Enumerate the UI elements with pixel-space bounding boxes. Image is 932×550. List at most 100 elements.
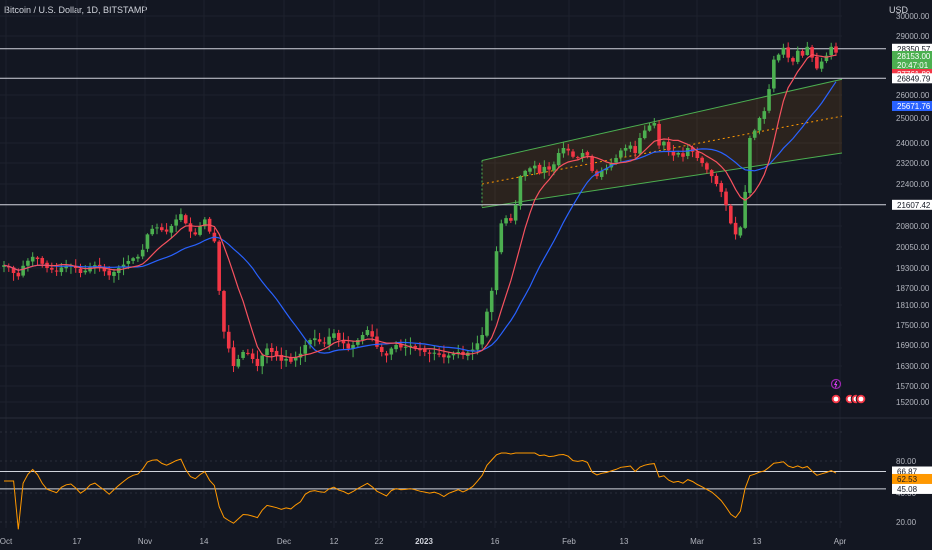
- candle-body: [700, 157, 704, 163]
- price-tag-bg: [892, 73, 932, 84]
- candle-body: [360, 335, 365, 341]
- osc-tag-label: 66.87: [897, 468, 918, 477]
- candle-body: [537, 164, 542, 174]
- candle-body: [475, 343, 480, 350]
- candle-body: [222, 291, 226, 332]
- time-tick-label: Feb: [562, 537, 576, 546]
- candle-body: [317, 339, 322, 342]
- candle-body: [11, 267, 16, 273]
- candle-body: [719, 183, 724, 192]
- price-tag-label: 28153.00: [897, 52, 931, 61]
- candle-body: [341, 340, 346, 344]
- candle-body: [647, 125, 652, 131]
- price-tick-label: 24000.00: [896, 139, 930, 148]
- candle-body: [145, 234, 150, 249]
- candle-body: [313, 338, 317, 341]
- price-tick-label: 26000.00: [896, 91, 930, 100]
- candle-body: [575, 157, 580, 159]
- grid-lines: [0, 0, 842, 528]
- price-tags: 28350.5728153.0020:47:0127761.8026849.79…: [892, 43, 932, 210]
- time-tick-label: 2023: [415, 537, 433, 546]
- candle-body: [322, 342, 327, 344]
- candle-body: [623, 148, 628, 151]
- candle-body: [303, 345, 308, 354]
- candle-body: [293, 357, 298, 361]
- candle-body: [131, 258, 135, 261]
- candle-body: [35, 257, 40, 260]
- candle-body: [403, 346, 408, 348]
- channel-fill: [482, 79, 842, 208]
- candle-body: [614, 158, 618, 163]
- ma-fast-line: [3, 54, 837, 359]
- candle-body: [384, 353, 389, 356]
- candle-body: [40, 257, 45, 264]
- candle-body: [289, 358, 293, 362]
- price-tick-label: 25000.00: [896, 114, 930, 123]
- candle-body: [389, 348, 394, 355]
- candle-body: [150, 228, 155, 235]
- price-tag-label: 28350.57: [897, 45, 931, 54]
- candle-body: [676, 153, 681, 155]
- price-tag-label: 21607.42: [897, 201, 931, 210]
- candle-body: [547, 166, 551, 170]
- price-tick-label: 20800.00: [896, 222, 930, 231]
- candle-body: [193, 232, 198, 235]
- channel-lower: [481, 152, 843, 209]
- candle-body: [532, 165, 537, 169]
- candle-body: [136, 256, 140, 259]
- price-tick-label: 22400.00: [896, 180, 930, 189]
- osc-tick-label: 80.00: [896, 457, 917, 466]
- time-tick-label: 16: [491, 537, 500, 546]
- candle-body: [513, 205, 518, 221]
- candle-body: [164, 229, 169, 232]
- candle-body: [805, 46, 810, 56]
- candle-body: [26, 260, 30, 266]
- osc-tag-label: 62.53: [897, 475, 918, 484]
- price-tick-label: 19300.00: [896, 264, 930, 273]
- rsi-line: [4, 452, 837, 530]
- price-tick-label: 16900.00: [896, 341, 930, 350]
- osc-tag-label: 45.08: [897, 485, 918, 494]
- candle-body: [662, 141, 666, 146]
- candle-body: [499, 223, 504, 253]
- channel-upper: [481, 78, 843, 161]
- candle-body: [638, 138, 642, 154]
- time-tick-label: 14: [200, 537, 209, 546]
- price-tick-label: 18700.00: [896, 284, 930, 293]
- candles: [2, 41, 838, 375]
- candle-body: [709, 170, 714, 177]
- price-tick-label: 18100.00: [896, 301, 930, 310]
- candle-body: [738, 227, 743, 236]
- candle-body: [30, 256, 35, 262]
- price-tick-label: 30000.00: [896, 12, 930, 21]
- candle-body: [757, 118, 762, 131]
- symbol-title[interactable]: Bitcoin / U.S. Dollar, 1D, BITSTAMP: [4, 5, 148, 15]
- candle-body: [217, 241, 221, 291]
- candle-body: [480, 335, 484, 345]
- candle-body: [461, 351, 465, 355]
- price-tag-bg: [892, 43, 932, 54]
- candle-body: [795, 50, 800, 62]
- candle-body: [54, 270, 59, 272]
- candle-body: [652, 123, 657, 126]
- candle-body: [509, 218, 513, 221]
- candle-body: [126, 261, 131, 264]
- candle-body: [489, 290, 494, 313]
- candle-body: [585, 152, 590, 156]
- candle-body: [642, 130, 647, 139]
- candle-body: [556, 153, 561, 166]
- candle-body: [494, 251, 499, 291]
- candle-body: [767, 89, 771, 111]
- candle-body: [121, 264, 126, 268]
- candle-body: [399, 344, 403, 348]
- candle-body: [418, 348, 422, 351]
- candle-body: [16, 272, 21, 277]
- candle-body: [791, 58, 795, 62]
- candle-body: [375, 336, 379, 347]
- candle-body: [743, 191, 747, 228]
- candle-body: [776, 54, 781, 61]
- candle-body: [748, 138, 752, 193]
